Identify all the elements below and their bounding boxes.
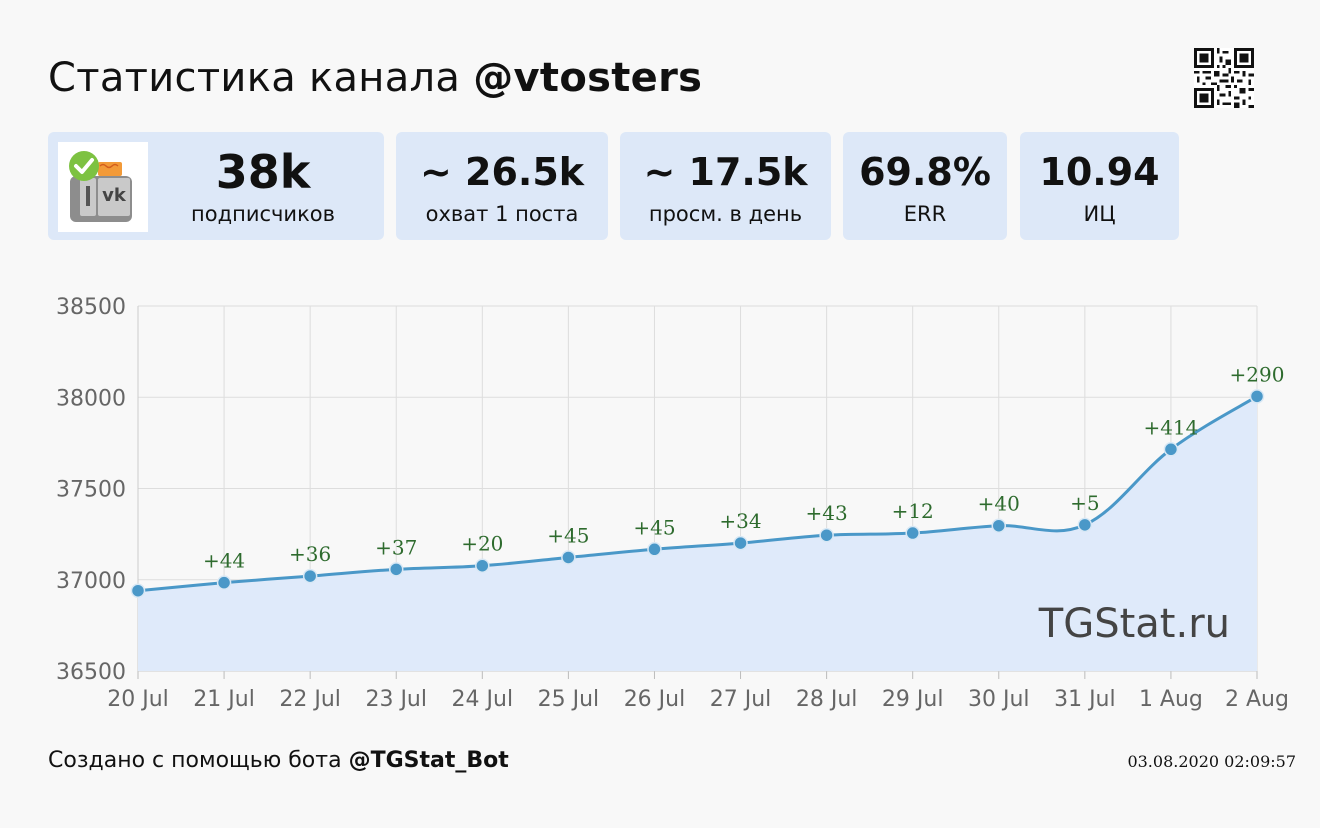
y-axis-labels: 36500 37000 37500 38000 38500 (56, 295, 126, 685)
footer-credit: Создано с помощью бота @TGStat_Bot (48, 746, 509, 776)
generated-timestamp: 03.08.2020 02:09:57 (1127, 752, 1296, 771)
x-tick-label: 1 Aug (1139, 687, 1203, 712)
stat-card-citation-index: 10.94 ИЦ (1020, 132, 1179, 240)
y-tick-label: 37000 (56, 569, 126, 594)
channel-avatar: vk (58, 142, 148, 232)
title-prefix: Статистика канала (48, 55, 461, 101)
y-tick-label: 36500 (56, 660, 126, 685)
data-point (905, 525, 920, 541)
x-tick-label: 20 Jul (107, 687, 169, 712)
x-tick-label: 27 Jul (710, 687, 772, 712)
x-tick-label: 25 Jul (538, 687, 600, 712)
data-point (733, 535, 748, 551)
data-label: +43 (806, 501, 848, 525)
x-tick-label: 2 Aug (1225, 687, 1289, 712)
x-tick-label: 31 Jul (1054, 687, 1116, 712)
data-point (475, 558, 490, 573)
data-point (819, 527, 834, 543)
chart-annotations: +44 +36 +37 +20 +45 +45 +34 +43 +12 +40 +5 +414 +290 (203, 362, 1285, 572)
data-label: +12 (892, 499, 934, 523)
data-label: +37 (375, 535, 417, 559)
stat-value-subscribers: 38k (215, 145, 311, 199)
x-tick-label: 28 Jul (796, 687, 858, 712)
data-point (647, 542, 662, 557)
x-tick-label: 24 Jul (452, 687, 514, 712)
channel-name: @vtosters (473, 55, 703, 101)
stat-value-citation-index: 10.94 (1039, 150, 1160, 194)
x-tick-label: 21 Jul (193, 687, 255, 712)
data-label: +45 (633, 515, 675, 539)
page-title: Статистика канала @vtosters (48, 50, 702, 106)
data-label: +45 (547, 523, 589, 547)
y-tick-label: 38500 (56, 295, 126, 320)
stat-card-err: 69.8% ERR (843, 132, 1007, 240)
stat-label-reach: охват 1 поста (425, 202, 579, 226)
channel-logo-icon: vk (69, 151, 132, 222)
data-point (130, 583, 146, 598)
data-point (1249, 389, 1265, 404)
svg-text:vk: vk (102, 185, 127, 206)
data-point (561, 550, 576, 565)
qr-code-icon (1194, 48, 1254, 108)
stat-label-daily-views: просм. в день (648, 202, 803, 226)
stat-card-reach: ~ 26.5k охват 1 поста (396, 132, 608, 240)
y-tick-label: 38000 (56, 386, 126, 411)
data-label: +290 (1230, 362, 1285, 386)
x-tick-label: 26 Jul (624, 687, 686, 712)
stat-card-daily-views: ~ 17.5k просм. в день (620, 132, 831, 240)
y-tick-label: 37500 (56, 478, 126, 503)
stat-label-subscribers: подписчиков (191, 202, 335, 226)
stat-value-reach: ~ 26.5k (419, 150, 585, 194)
data-point (216, 575, 232, 590)
watermark: TGStat.ru (1038, 601, 1230, 647)
data-point (388, 562, 404, 577)
data-point (1163, 442, 1179, 457)
data-point (302, 568, 318, 584)
data-label: +34 (719, 509, 761, 533)
data-label: +36 (289, 542, 331, 566)
data-label: +44 (203, 549, 245, 573)
x-axis-labels: 20 Jul 21 Jul 22 Jul 23 Jul 24 Jul 25 Jul 26 J… (107, 687, 1289, 712)
data-label: +414 (1143, 415, 1198, 439)
footer-prefix: Создано с помощью бота (48, 748, 342, 773)
data-point (1077, 517, 1093, 533)
stat-value-daily-views: ~ 17.5k (643, 150, 808, 194)
x-tick-label: 23 Jul (365, 687, 427, 712)
data-point (991, 518, 1007, 533)
stat-card-subscribers: vk 38k подписчиков (48, 132, 384, 240)
chart-area-fill (138, 396, 1257, 671)
chart-points (130, 389, 1265, 598)
stat-value-err: 69.8% (859, 150, 991, 194)
x-tick-label: 30 Jul (968, 687, 1030, 712)
x-tick-label: 22 Jul (279, 687, 341, 712)
x-tick-label: 29 Jul (882, 687, 944, 712)
data-label: +5 (1070, 491, 1099, 515)
stat-label-citation-index: ИЦ (1083, 202, 1116, 226)
data-label: +20 (461, 532, 503, 556)
stat-label-err: ERR (903, 202, 947, 226)
footer-bot-link[interactable]: @TGStat_Bot (348, 748, 509, 773)
data-label: +40 (978, 492, 1020, 516)
